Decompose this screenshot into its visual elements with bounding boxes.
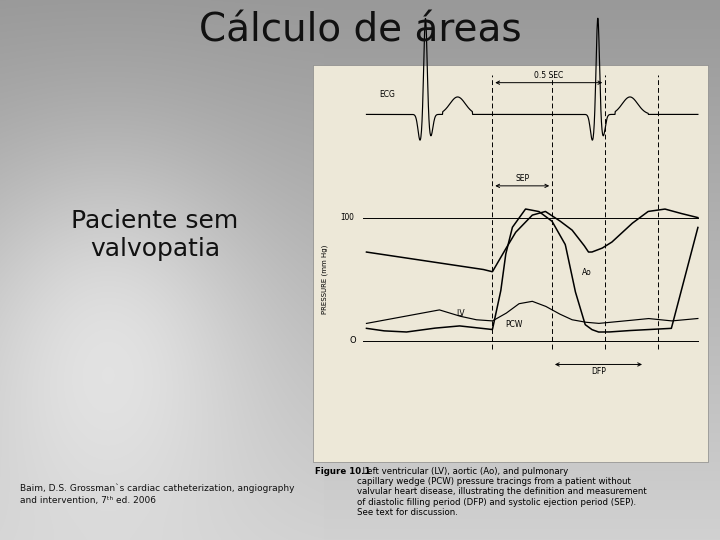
Text: 0.5 SEC: 0.5 SEC [534,71,563,80]
Text: PRESSURE (mm Hg): PRESSURE (mm Hg) [322,245,328,314]
Text: Left ventricular (LV), aortic (Ao), and pulmonary
capillary wedge (PCW) pressure: Left ventricular (LV), aortic (Ao), and … [357,467,647,517]
Text: DFP: DFP [591,367,606,376]
Text: Baim, D.S. Grossman`s cardiac catheterization, angiography: Baim, D.S. Grossman`s cardiac catheteriz… [20,483,294,492]
Text: O: O [350,336,356,345]
Text: IOO: IOO [341,213,355,222]
Text: Cálculo de áreas: Cálculo de áreas [199,11,521,49]
Text: Figure 10.1: Figure 10.1 [315,467,371,476]
Text: and intervention, 7ᵗʰ ed. 2006: and intervention, 7ᵗʰ ed. 2006 [20,496,156,504]
Text: PCW: PCW [505,320,523,329]
Bar [313,65,708,462]
Text: LV: LV [456,309,464,318]
Text: ECG: ECG [379,90,395,98]
Text: SEP: SEP [516,174,529,184]
Text: Ao: Ao [582,268,592,278]
Text: Paciente sem
valvopatia: Paciente sem valvopatia [71,209,238,261]
